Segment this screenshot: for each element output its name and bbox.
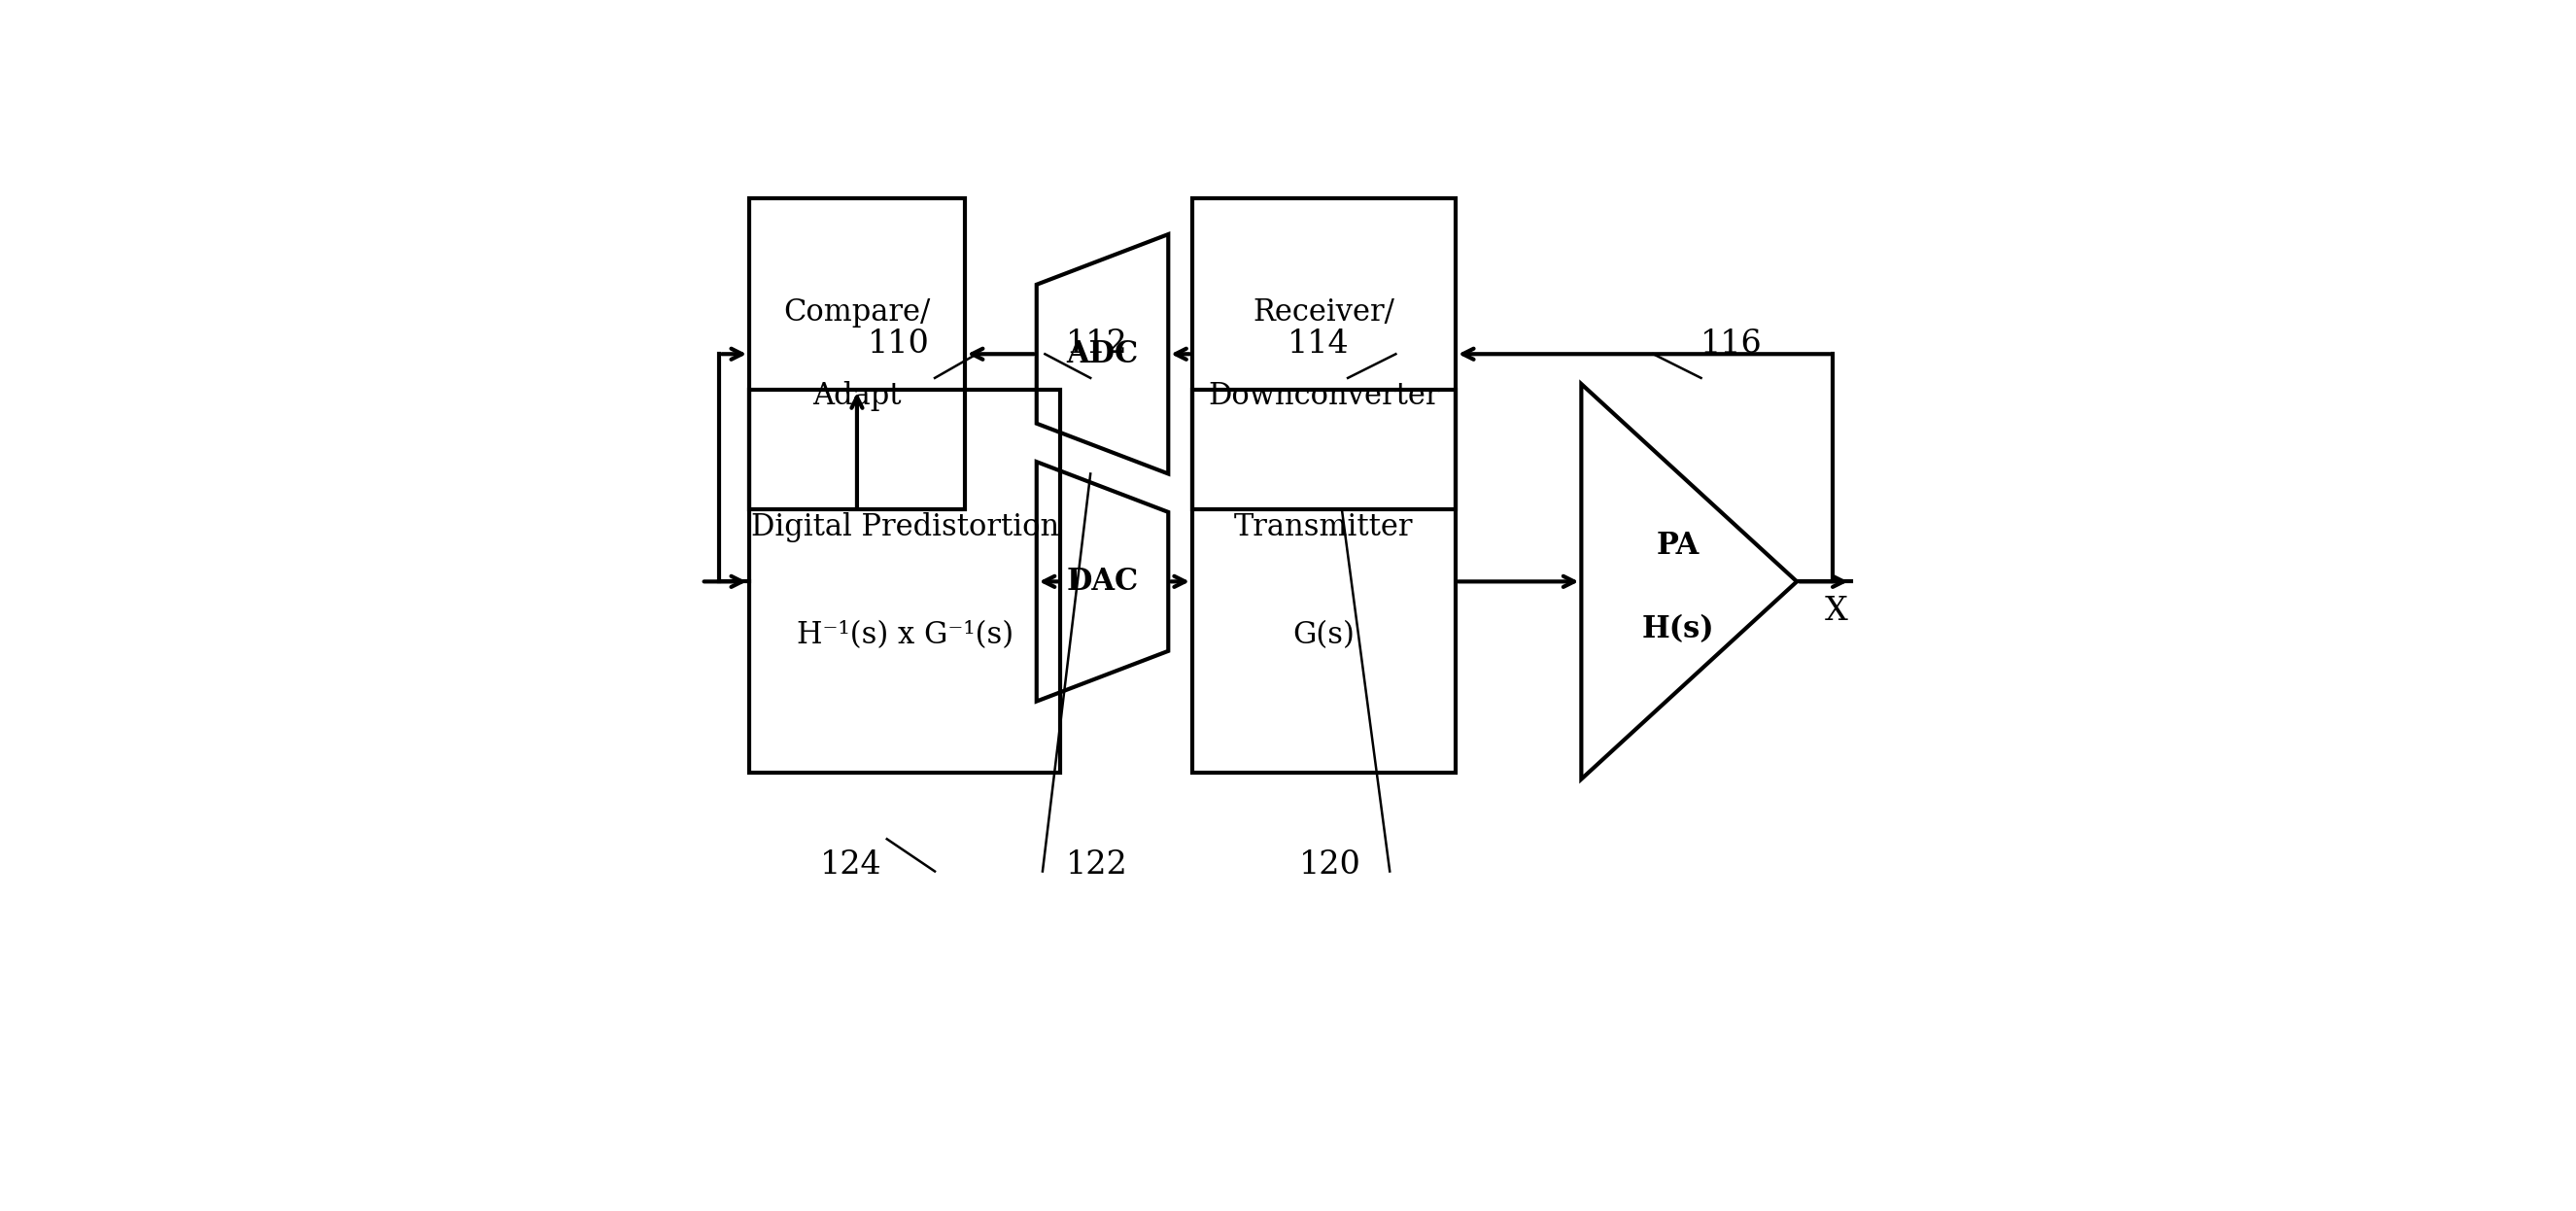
Text: 116: 116 bbox=[1700, 329, 1762, 360]
Text: 122: 122 bbox=[1066, 850, 1128, 880]
Bar bbox=[1193, 199, 1455, 510]
Text: PA: PA bbox=[1656, 530, 1700, 561]
Text: 114: 114 bbox=[1288, 329, 1350, 360]
Text: G(s): G(s) bbox=[1293, 620, 1355, 650]
Text: Digital Predistortion: Digital Predistortion bbox=[750, 512, 1059, 543]
Text: X: X bbox=[1824, 596, 1847, 627]
Text: 124: 124 bbox=[819, 850, 881, 880]
Text: DAC: DAC bbox=[1066, 567, 1139, 597]
Text: 112: 112 bbox=[1066, 329, 1128, 360]
Bar bbox=[750, 390, 1061, 773]
Text: 110: 110 bbox=[868, 329, 930, 360]
Text: H⁻¹(s) x G⁻¹(s): H⁻¹(s) x G⁻¹(s) bbox=[796, 620, 1012, 650]
Text: Receiver/: Receiver/ bbox=[1252, 297, 1394, 327]
Text: Compare/: Compare/ bbox=[783, 297, 930, 327]
Text: H(s): H(s) bbox=[1641, 614, 1716, 644]
Text: Adapt: Adapt bbox=[811, 381, 902, 411]
Bar bbox=[1193, 390, 1455, 773]
Bar bbox=[750, 199, 966, 510]
Text: 120: 120 bbox=[1298, 850, 1360, 880]
Text: ADC: ADC bbox=[1066, 339, 1139, 369]
Text: Downconverter: Downconverter bbox=[1208, 381, 1440, 411]
Text: Transmitter: Transmitter bbox=[1234, 512, 1414, 543]
